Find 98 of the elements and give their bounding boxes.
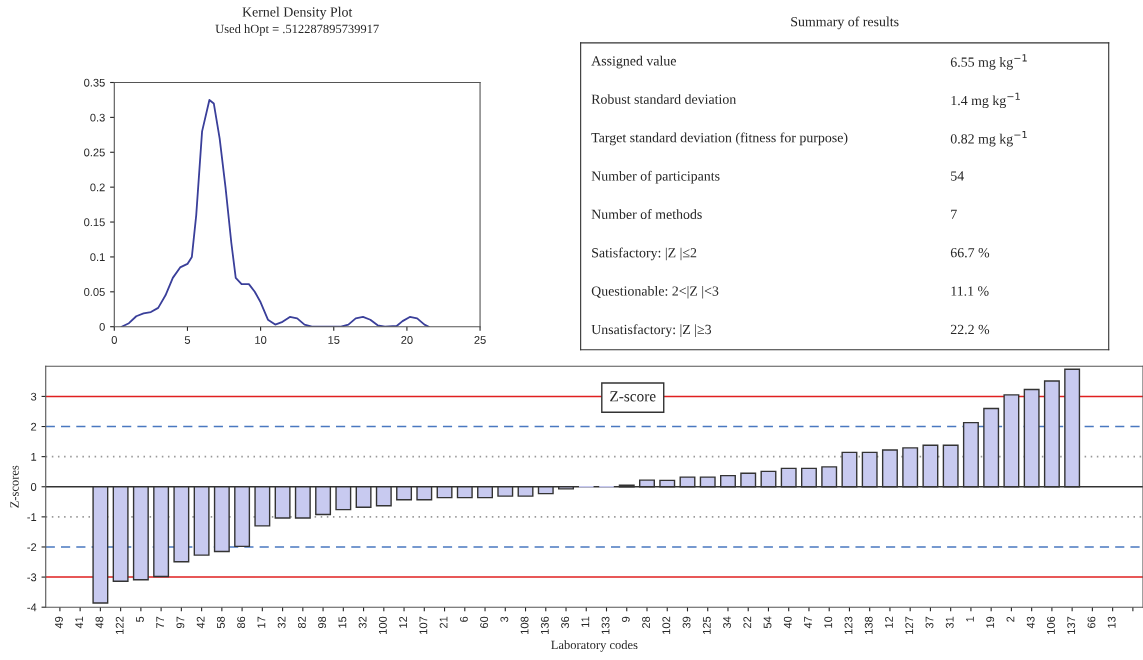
text: 6.55 mg kg$^{−1}$ — [950, 54, 1027, 70]
x-tick-label: 54 — [763, 616, 772, 629]
y-tick-label: 0.2 — [90, 183, 105, 192]
annotation: Z-score — [610, 391, 656, 402]
x-tick-label: 17 — [257, 616, 266, 628]
y-tick-label: 0.35 — [84, 78, 105, 87]
x-tick-label: 138 — [864, 616, 873, 634]
y-tick-label: 0.15 — [84, 218, 105, 227]
text: 11.1 % — [951, 286, 989, 296]
y-tick-label: -2 — [27, 543, 37, 551]
x-tick-label: 37 — [925, 616, 934, 629]
x-tick-label: 97 — [176, 616, 185, 629]
text: Robust standard deviation — [591, 94, 737, 104]
x-tick-label: 1 — [966, 616, 974, 622]
x-tick-label: 48 — [95, 616, 104, 629]
x-tick-label: 82 — [297, 616, 306, 629]
y-tick-label: 0.1 — [90, 253, 105, 262]
x-tick-label: 42 — [196, 616, 205, 629]
y-tick-label: 0.25 — [84, 148, 105, 157]
text: 22.2 % — [950, 324, 990, 335]
x-tick-label: 32 — [277, 616, 286, 629]
x-tick-label: 60 — [480, 616, 489, 629]
x-tick-label: 39 — [682, 616, 691, 629]
x-tick-label: 0 — [111, 336, 117, 344]
x-tick-label: 123 — [844, 616, 853, 634]
text: 66.7 % — [950, 248, 990, 258]
x-tick-label: 107 — [419, 616, 428, 634]
x-tick-label: 41 — [75, 616, 84, 629]
x-tick-label: 13 — [1107, 616, 1116, 628]
y-tick-label: 0 — [99, 322, 105, 331]
x-tick-label: 127 — [905, 616, 914, 634]
x-tick-label: 19 — [986, 616, 995, 628]
text: Satisfactory: |Z |≤2 — [592, 247, 697, 261]
x-tick-label: 108 — [520, 616, 529, 634]
text: Unsatisfactory: |Z |≥3 — [591, 324, 712, 338]
x-tick-label: 49 — [55, 616, 63, 629]
x-tick-label: 12 — [885, 616, 893, 628]
x-tick-label: 36 — [561, 616, 569, 629]
x-tick-label: 86 — [237, 616, 246, 629]
x-tick-label: 11 — [581, 616, 590, 627]
x-tick-label: 40 — [783, 616, 792, 629]
x-tick-label: 28 — [642, 616, 650, 629]
x-tick-label: 58 — [216, 616, 225, 629]
y-tick-label: 2 — [31, 422, 37, 431]
x-tick-label: 77 — [156, 616, 164, 629]
x-tick-label: 106 — [1047, 616, 1055, 634]
text: Target standard deviation (fitness for purpose) — [591, 132, 848, 146]
x-tick-label: 10 — [824, 616, 833, 628]
y-axis-title: Z-scores — [10, 465, 19, 508]
y-tick-label: -4 — [27, 603, 37, 612]
text: Number of methods — [591, 209, 702, 220]
x-tick-label: 43 — [1026, 616, 1035, 629]
x-tick-label: 32 — [358, 616, 367, 629]
x-axis-title: Laboratory codes — [551, 640, 638, 652]
x-tick-label: 125 — [702, 616, 711, 634]
line-series — [120, 99, 430, 327]
x-tick-label: 3 — [500, 616, 509, 622]
x-tick-label: 47 — [804, 616, 812, 629]
x-tick-label: 136 — [540, 616, 549, 634]
x-tick-label: 21 — [439, 616, 448, 629]
y-tick-label: 1 — [31, 453, 37, 461]
x-tick-label: 6 — [459, 616, 468, 622]
text: Number of participants — [591, 170, 720, 184]
x-tick-label: 12 — [399, 616, 407, 628]
x-tick-label: 2 — [1006, 616, 1015, 622]
text: 0.82 mg kg$^{−1}$ — [950, 131, 1027, 147]
x-tick-label: 22 — [743, 616, 752, 629]
x-tick-label: 98 — [318, 616, 327, 629]
chart-subtitle: Used hOpt = .512287895739917 — [215, 24, 379, 36]
x-tick-label: 10 — [255, 336, 267, 344]
y-tick-label: -1 — [27, 513, 37, 521]
x-tick-label: 15 — [328, 336, 340, 344]
y-tick-label: 0.3 — [90, 113, 105, 122]
x-tick-label: 137 — [1067, 616, 1076, 634]
x-tick-label: 122 — [115, 616, 124, 634]
x-tick-label: 66 — [1087, 616, 1096, 629]
x-tick-label: 5 — [136, 616, 144, 622]
text: Summary of results — [791, 16, 899, 30]
x-tick-label: 9 — [621, 616, 630, 622]
y-tick-label: 0 — [30, 483, 37, 491]
text: Questionable: 2<|Z |<3 — [591, 285, 719, 299]
x-tick-label: 31 — [945, 616, 954, 629]
chart-title: Kernel Density Plot — [242, 6, 353, 20]
x-tick-label: 15 — [338, 616, 347, 628]
x-tick-label: 5 — [184, 336, 191, 344]
text: 7 — [951, 209, 957, 219]
text: 1.4 mg kg$^{−1}$ — [951, 92, 1020, 109]
text: 54 — [951, 171, 964, 181]
y-tick-label: 3 — [30, 392, 37, 401]
x-tick-label: 25 — [474, 336, 486, 344]
x-tick-label: 133 — [601, 616, 610, 634]
y-tick-label: -3 — [27, 573, 37, 582]
x-tick-label: 100 — [378, 616, 387, 634]
x-tick-label: 102 — [662, 616, 671, 634]
x-tick-label: 20 — [401, 336, 413, 344]
x-tick-label: 34 — [723, 616, 731, 629]
text: Assigned value — [591, 55, 676, 69]
y-tick-label: 0.05 — [84, 288, 105, 296]
